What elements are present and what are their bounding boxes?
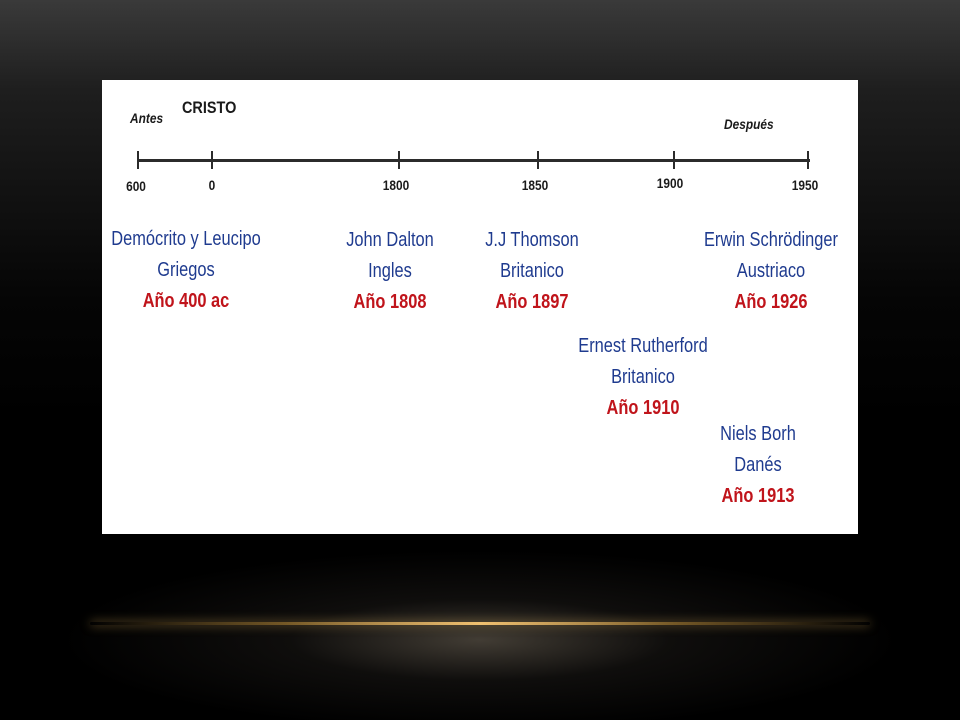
scientist-nationality: Griegos — [157, 259, 215, 281]
scientist-year: Año 1926 — [734, 291, 808, 313]
entry-schrodinger: Erwin Schrödinger Austriaco Año 1926 — [689, 225, 852, 318]
before-christ-label: Antes — [130, 110, 164, 126]
scientist-name: J.J Thomson — [485, 229, 579, 251]
entry-dalton: John Dalton Ingles Año 1808 — [337, 225, 444, 318]
after-christ-label: Después — [724, 116, 774, 132]
scientist-year: Año 1910 — [606, 397, 680, 419]
scientist-name: Demócrito y Leucipo — [111, 228, 261, 250]
tick-mark-0 — [211, 151, 213, 169]
scientist-nationality: Austriaco — [736, 260, 806, 282]
scientist-year: Año 1808 — [353, 291, 427, 313]
timeline-axis — [138, 159, 810, 162]
christ-label: CRISTO — [182, 98, 237, 117]
scientist-year: Año 1897 — [495, 291, 569, 313]
tick-label-0: 0 — [208, 177, 216, 193]
decorative-glow-line — [90, 622, 870, 625]
tick-mark-1900 — [673, 151, 675, 169]
tick-label-1850: 1850 — [521, 177, 549, 193]
scientist-name: Ernest Rutherford — [578, 335, 708, 357]
timeline-image: Antes CRISTO Después 600 0 1800 1850 190… — [102, 80, 858, 534]
tick-mark-1950 — [807, 151, 809, 169]
entry-bohr: Niels Borh Danés Año 1913 — [712, 419, 804, 512]
tick-mark-1850 — [537, 151, 539, 169]
scientist-name: Niels Borh — [720, 423, 796, 445]
tick-mark-600 — [137, 151, 139, 169]
entry-rutherford: Ernest Rutherford Britanico Año 1910 — [564, 331, 722, 424]
tick-label-1800: 1800 — [382, 177, 410, 193]
entry-thomson: J.J Thomson Britanico Año 1897 — [475, 225, 589, 318]
scientist-nationality: Ingles — [368, 260, 412, 282]
scientist-name: Erwin Schrödinger — [703, 229, 839, 251]
entry-democrito: Demócrito y Leucipo Griegos Año 400 ac — [95, 224, 277, 317]
scientist-year: Año 1913 — [721, 485, 795, 507]
tick-mark-1800 — [398, 151, 400, 169]
scientist-year: Año 400 ac — [142, 290, 230, 312]
tick-label-1950: 1950 — [791, 177, 819, 193]
tick-label-600: 600 — [126, 178, 146, 194]
scientist-nationality: Danés — [734, 454, 782, 476]
scientist-name: John Dalton — [346, 229, 434, 251]
tick-label-1900: 1900 — [656, 175, 684, 191]
scientist-nationality: Britanico — [500, 260, 564, 282]
scientist-nationality: Britanico — [611, 366, 675, 388]
